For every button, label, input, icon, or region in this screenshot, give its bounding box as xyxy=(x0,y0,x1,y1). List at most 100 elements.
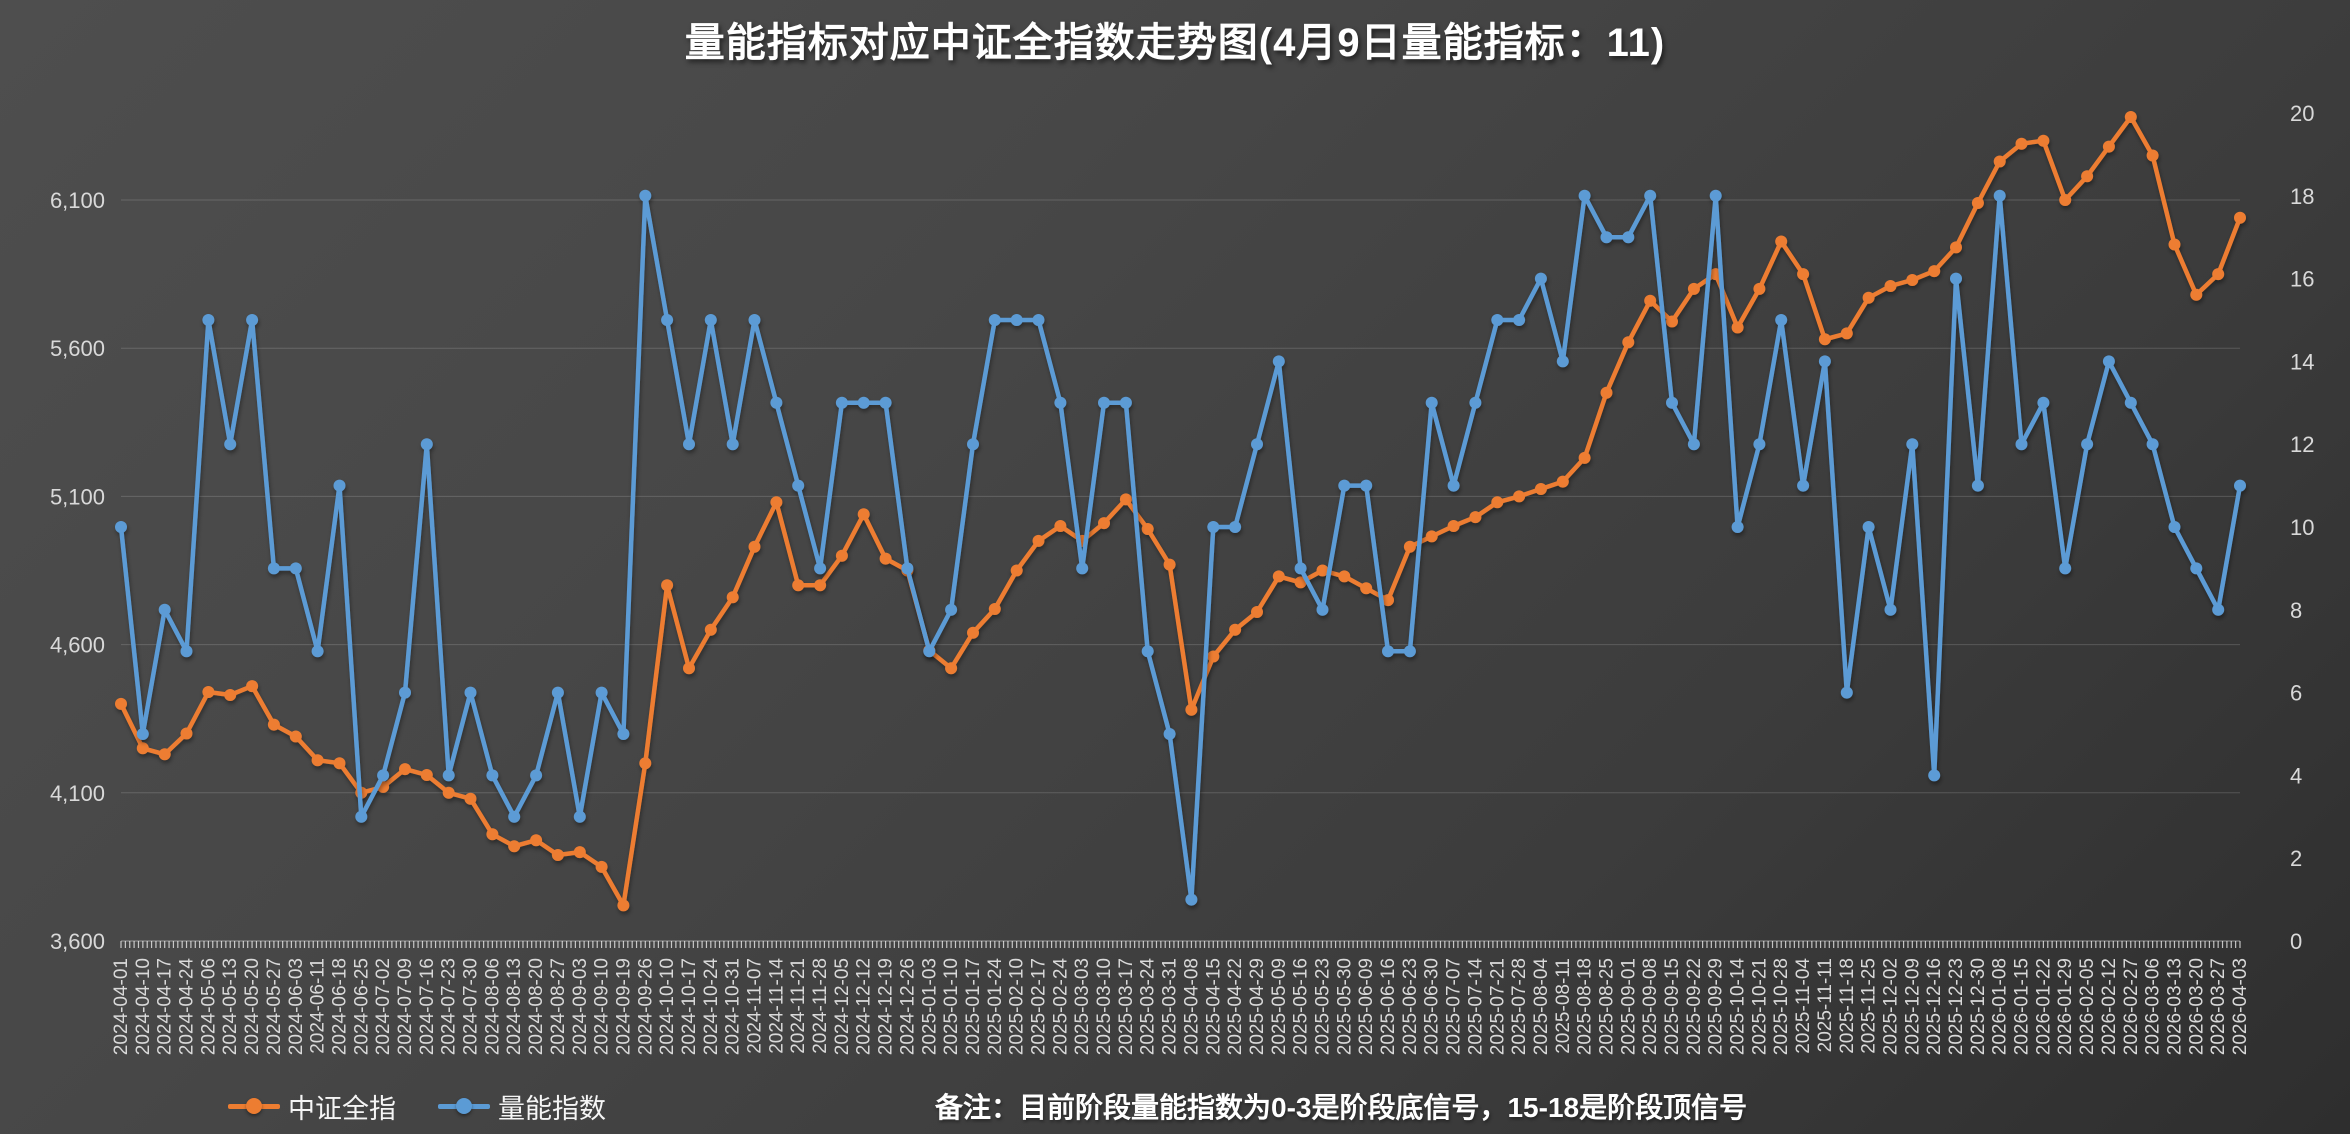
csi-marker xyxy=(289,730,302,743)
x-axis-date-label: 2026-03-20 xyxy=(2186,958,2207,1055)
x-axis-date-label: 2024-09-10 xyxy=(592,958,613,1055)
x-axis-tick-strip xyxy=(120,940,2241,948)
volume-marker xyxy=(814,562,827,575)
volume-marker xyxy=(1360,479,1373,492)
volume-marker xyxy=(1403,645,1416,658)
x-axis-date-label: 2026-01-08 xyxy=(1990,958,2011,1055)
x-axis-date-label: 2026-02-27 xyxy=(2121,958,2142,1055)
x-axis-date-label: 2024-09-19 xyxy=(613,958,634,1055)
x-axis-date-label: 2024-08-27 xyxy=(548,958,569,1055)
csi-marker xyxy=(814,579,827,592)
x-axis-date-label: 2024-10-17 xyxy=(679,958,700,1055)
x-axis-date-label: 2024-07-16 xyxy=(417,958,438,1055)
csi-marker xyxy=(770,496,783,509)
left-axis-labels: 3,600 4,100 4,600 5,100 5,600 6,100 xyxy=(50,188,105,954)
x-axis-date-label: 2024-05-27 xyxy=(264,958,285,1055)
volume-marker xyxy=(2037,396,2050,409)
csi-marker xyxy=(486,828,499,841)
x-axis-date-label: 2025-07-28 xyxy=(1509,958,1530,1055)
x-axis-date-label: 2026-01-15 xyxy=(2012,958,2033,1055)
csi-marker xyxy=(1753,282,1766,295)
left-axis-tick-label: 3,600 xyxy=(50,929,105,954)
volume-marker xyxy=(442,769,455,782)
x-axis-date-label: 2024-05-20 xyxy=(242,958,263,1055)
volume-marker xyxy=(748,314,761,326)
volume-marker xyxy=(617,728,630,740)
volume-marker-icon xyxy=(456,1098,472,1114)
x-axis-date-label: 2025-04-08 xyxy=(1181,958,1202,1055)
csi-marker xyxy=(1338,570,1351,583)
csi-marker xyxy=(792,579,805,592)
x-axis-date-label: 2025-08-04 xyxy=(1531,958,1552,1056)
volume-marker xyxy=(945,603,958,616)
x-axis-labels: 2024-04-01 2024-04-10 2024-04-17 2024-04-24… xyxy=(111,958,2251,1056)
x-axis-date-label: 2025-05-30 xyxy=(1334,958,1355,1055)
csi-marker xyxy=(246,680,259,693)
right-axis-tick-label: 4 xyxy=(2290,763,2302,788)
csi-marker xyxy=(2124,111,2137,123)
x-axis-date-label: 2025-08-25 xyxy=(1596,958,1617,1055)
volume-marker xyxy=(136,728,149,740)
volume-marker xyxy=(901,562,914,575)
x-axis-date-label: 2025-11-25 xyxy=(1859,958,1880,1054)
x-axis-date-label: 2025-10-28 xyxy=(1771,958,1792,1055)
csi-marker xyxy=(1687,282,1700,295)
left-axis-tick-label: 4,600 xyxy=(50,633,105,658)
csi-marker xyxy=(1950,241,1962,254)
csi-marker xyxy=(879,552,892,565)
x-axis-date-label: 2025-09-15 xyxy=(1662,958,1683,1055)
left-axis-tick-label: 4,100 xyxy=(50,781,105,806)
x-axis-date-label: 2024-04-01 xyxy=(111,958,132,1055)
x-axis-date-label: 2025-11-18 xyxy=(1837,958,1858,1054)
volume-marker xyxy=(464,686,477,699)
x-axis-date-label: 2025-02-24 xyxy=(1050,958,1071,1056)
volume-marker xyxy=(1294,562,1307,575)
csi-line xyxy=(118,114,2243,908)
volume-marker xyxy=(1425,396,1438,409)
x-axis-date-label: 2024-08-20 xyxy=(526,958,547,1055)
csi-marker xyxy=(2081,170,2094,183)
x-axis-date-label: 2024-12-05 xyxy=(832,958,853,1055)
x-axis-date-label: 2025-12-16 xyxy=(1924,958,1945,1055)
x-axis-date-label: 2025-08-11 xyxy=(1553,958,1574,1054)
csi-marker xyxy=(1578,451,1591,464)
csi-marker xyxy=(617,899,630,912)
volume-marker xyxy=(1229,521,1242,533)
volume-marker xyxy=(158,603,171,616)
volume-line xyxy=(118,193,2243,902)
csi-marker xyxy=(1163,558,1176,571)
volume-marker xyxy=(1163,728,1176,740)
x-axis-date-label: 2026-01-22 xyxy=(2033,958,2054,1055)
right-axis-tick-label: 10 xyxy=(2290,515,2314,540)
volume-marker xyxy=(2234,479,2246,492)
csi-marker xyxy=(1818,333,1831,346)
volume-marker xyxy=(1491,314,1504,326)
x-axis-date-label: 2025-12-02 xyxy=(1880,958,1901,1055)
x-axis-date-label: 2024-10-24 xyxy=(701,958,722,1056)
x-axis-date-label: 2024-10-10 xyxy=(657,958,678,1055)
volume-marker xyxy=(246,314,259,326)
csi-marker xyxy=(726,591,739,604)
x-axis-date-label: 2024-08-13 xyxy=(504,958,525,1055)
volume-marker xyxy=(595,686,608,699)
right-axis-tick-label: 6 xyxy=(2290,681,2302,706)
volume-marker xyxy=(2124,396,2137,409)
csi-marker xyxy=(1360,582,1373,595)
x-axis-date-label: 2025-09-22 xyxy=(1684,958,1705,1055)
x-axis-date-label: 2025-01-17 xyxy=(963,958,984,1055)
volume-marker xyxy=(311,645,324,658)
csi-marker xyxy=(224,689,237,701)
legend-label-volume: 量能指数 xyxy=(498,1093,606,1124)
x-axis-date-label: 2024-05-06 xyxy=(198,958,219,1055)
volume-marker xyxy=(857,396,870,409)
right-axis-tick-label: 8 xyxy=(2290,598,2302,623)
csi-marker xyxy=(2015,137,2028,150)
csi-marker xyxy=(1119,493,1132,506)
x-axis-date-label: 2026-03-13 xyxy=(2164,958,2185,1055)
csi-marker xyxy=(442,786,455,799)
x-axis-date-label: 2025-12-09 xyxy=(1902,958,1923,1055)
csi-marker xyxy=(1534,483,1547,495)
volume-marker xyxy=(1687,438,1700,451)
